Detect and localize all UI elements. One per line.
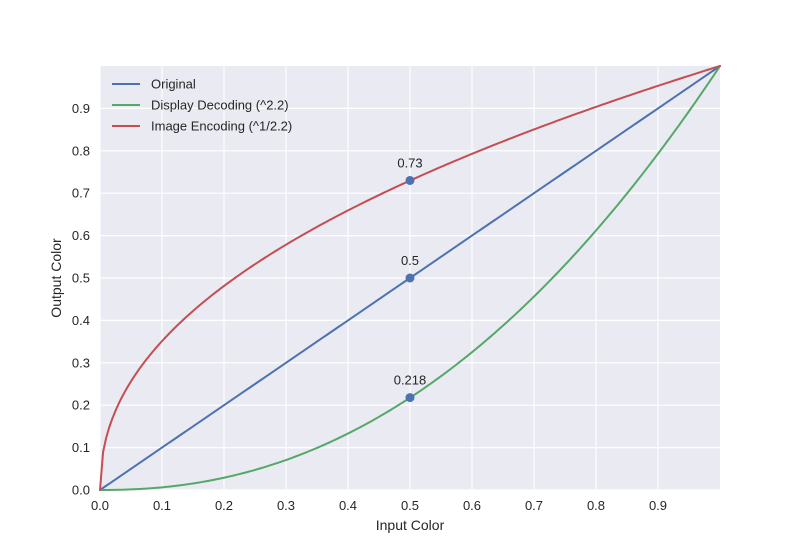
y-tick-label: 0.5: [72, 271, 90, 286]
legend-entry: Image Encoding (^1/2.2): [151, 119, 292, 134]
y-tick-label: 0.1: [72, 440, 90, 455]
x-tick-label: 0.4: [339, 498, 357, 513]
x-tick-label: 0.6: [463, 498, 481, 513]
annotation-point: [405, 175, 415, 185]
legend-entry: Display Decoding (^2.2): [151, 98, 289, 113]
y-tick-label: 0.3: [72, 355, 90, 370]
annotation-label: 0.73: [397, 155, 422, 170]
y-tick-label: 0.6: [72, 228, 90, 243]
x-tick-labels: 0.0 0.1 0.2 0.3 0.4 0.5 0.6 0.7 0.8 0.9: [91, 498, 667, 513]
annotation-markers: 0.73 0.5 0.218: [394, 155, 427, 403]
x-tick-label: 0.0: [91, 498, 109, 513]
y-tick-label: 0.4: [72, 313, 90, 328]
x-tick-label: 0.3: [277, 498, 295, 513]
x-tick-label: 0.7: [525, 498, 543, 513]
legend: Original Display Decoding (^2.2) Image Enc…: [112, 77, 292, 134]
x-tick-label: 0.9: [649, 498, 667, 513]
y-tick-label: 0.2: [72, 398, 90, 413]
legend-entry: Original: [151, 77, 196, 92]
x-tick-label: 0.8: [587, 498, 605, 513]
grid-lines: [99, 66, 720, 491]
annotation-label: 0.5: [401, 253, 419, 268]
x-tick-label: 0.1: [153, 498, 171, 513]
y-axis-label: Output Color: [48, 238, 64, 318]
y-tick-label: 0.0: [72, 483, 90, 498]
y-tick-label: 0.9: [72, 101, 90, 116]
y-tick-label: 0.8: [72, 143, 90, 158]
x-tick-label: 0.2: [215, 498, 233, 513]
annotation-point: [405, 393, 415, 403]
annotation-point: [405, 273, 415, 283]
x-tick-label: 0.5: [401, 498, 419, 513]
y-tick-label: 0.7: [72, 186, 90, 201]
annotation-label: 0.218: [394, 373, 427, 388]
y-tick-labels: 0.0 0.1 0.2 0.3 0.4 0.5 0.6 0.7 0.8 0.9: [72, 101, 90, 498]
x-axis-label: Input Color: [376, 517, 445, 533]
